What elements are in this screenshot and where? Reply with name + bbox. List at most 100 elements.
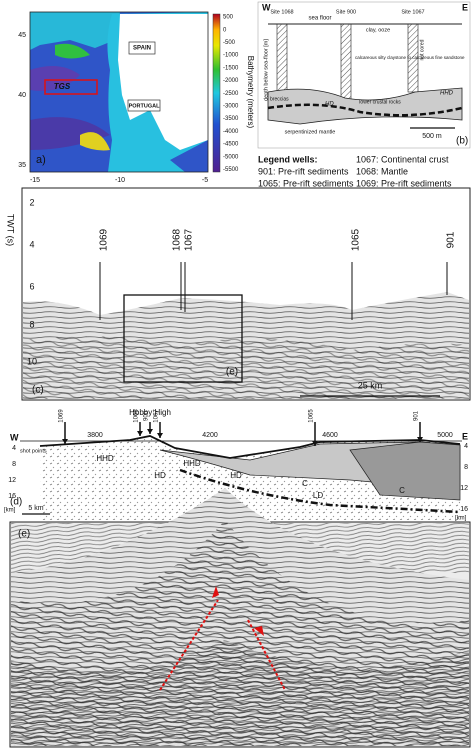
legend-item: 1068: Mantle bbox=[356, 166, 408, 176]
sea-floor-label: sea floor bbox=[308, 16, 331, 22]
fault-arrow bbox=[212, 586, 219, 598]
layer-label: C bbox=[302, 479, 308, 488]
map-tgs-box bbox=[44, 79, 98, 95]
lat-tick-label: 40 bbox=[18, 92, 26, 99]
crust-block bbox=[349, 441, 461, 501]
depth-unit: [km] bbox=[4, 508, 16, 514]
well-label: 901 bbox=[446, 231, 457, 248]
scale-label: 5 km bbox=[28, 505, 43, 512]
x-tick-label: 5000 bbox=[437, 432, 453, 439]
panel-label: (e) bbox=[18, 529, 30, 540]
map-abyss bbox=[30, 117, 110, 150]
detachment bbox=[179, 468, 461, 514]
depth-tick-label: 16 bbox=[460, 506, 468, 513]
well-label: 1068 bbox=[134, 409, 140, 423]
site-label: Site 1067 bbox=[401, 9, 424, 15]
place-label: PORTUGAL bbox=[129, 103, 161, 109]
detachment bbox=[267, 103, 463, 117]
scale-label: 500 m bbox=[422, 133, 442, 140]
unit-label: calcareous silty claystone to calcareous… bbox=[355, 55, 465, 60]
unit-label: clay, ooze bbox=[366, 27, 390, 33]
well-arrow-head bbox=[417, 437, 423, 442]
colorbar-tick-label: 500 bbox=[223, 15, 234, 21]
lon-tick-label: -5 bbox=[202, 177, 208, 184]
place-label: TGS bbox=[54, 82, 71, 91]
well-label: 1069 bbox=[99, 228, 110, 251]
colorbar-tick-label: -1000 bbox=[223, 53, 239, 59]
colorbar-tick-label: -5500 bbox=[223, 167, 239, 173]
layer-label: HHD bbox=[440, 91, 454, 97]
panel-label: a) bbox=[36, 154, 46, 166]
map-label-box bbox=[127, 99, 161, 112]
colorbar-label: Bathymetry (meters) bbox=[246, 56, 255, 129]
depth-tick-label: 4 bbox=[464, 443, 468, 450]
direction-label: E bbox=[462, 431, 468, 441]
x-tick-label: 4200 bbox=[202, 432, 218, 439]
depth-tick-label: 4 bbox=[12, 445, 16, 452]
lat-tick-label: 35 bbox=[18, 162, 26, 169]
map-bank bbox=[55, 43, 90, 59]
map-frame bbox=[29, 11, 209, 173]
depth-tick-label: 12 bbox=[8, 477, 16, 484]
legend-item: 1067: Continental crust bbox=[356, 154, 449, 164]
seismic-deep bbox=[23, 336, 469, 399]
y-tick-label: 8 bbox=[29, 319, 34, 329]
y-tick-label: 2 bbox=[29, 197, 34, 207]
map-label-box bbox=[128, 41, 156, 55]
inset-label: (e) bbox=[226, 367, 238, 378]
lon-tick-label: -15 bbox=[30, 177, 40, 184]
fault-trace bbox=[247, 619, 286, 691]
legend-item: 1065: Pre-rift sediments bbox=[258, 178, 354, 188]
layer-label: LD bbox=[313, 491, 323, 500]
well-arrow-head bbox=[312, 441, 318, 446]
legend-item: 1069: Pre-rift sediments bbox=[356, 178, 452, 188]
colorbar-tick-label: -4000 bbox=[223, 129, 239, 135]
well-label: 1065 bbox=[309, 409, 315, 423]
site-column bbox=[407, 23, 419, 93]
panel-label: (c) bbox=[32, 385, 44, 396]
unit-label: serpentinized mantle bbox=[285, 129, 336, 135]
colorbar-tick-label: -1500 bbox=[223, 65, 239, 71]
depth-unit: [km] bbox=[455, 516, 467, 522]
colorbar-tick-label: -2500 bbox=[223, 91, 239, 97]
unit-label: not cored bbox=[419, 39, 425, 60]
panel-b-frame bbox=[257, 1, 471, 149]
layer-label: HHD bbox=[183, 459, 201, 468]
well-label: 900 bbox=[144, 410, 150, 421]
site-column bbox=[340, 23, 352, 105]
well-arrow-head bbox=[147, 429, 153, 434]
well-label: 1067 bbox=[154, 409, 160, 423]
fault-arrow bbox=[254, 626, 264, 636]
place-label: SPAIN bbox=[133, 46, 151, 52]
colorbar-tick-label: -3000 bbox=[223, 103, 239, 109]
well-label: 1068 bbox=[172, 228, 183, 251]
feature-label: Hobby High bbox=[129, 408, 171, 417]
legend-item: 901: Pre-rift sediments bbox=[258, 166, 349, 176]
well-arrow-head bbox=[137, 431, 143, 436]
well-label: 1067 bbox=[184, 228, 195, 251]
site-column bbox=[276, 23, 288, 95]
direction-label: E bbox=[462, 2, 468, 12]
layer-label: C bbox=[399, 486, 405, 495]
well-label: 1069 bbox=[59, 409, 65, 423]
y-tick-label: 6 bbox=[29, 281, 34, 291]
direction-label: W bbox=[262, 2, 271, 12]
lon-tick-label: -10 bbox=[115, 177, 125, 184]
axis-label: depth below sea-floor [m] bbox=[263, 39, 269, 101]
colorbar-tick-label: 0 bbox=[223, 27, 227, 33]
colorbar-tick-label: -4500 bbox=[223, 142, 239, 148]
map-abyss bbox=[30, 66, 80, 91]
direction-label: W bbox=[10, 432, 19, 442]
y-tick-label: 4 bbox=[29, 239, 34, 249]
panel-label: (b) bbox=[456, 136, 468, 147]
lat-tick-label: 45 bbox=[18, 32, 26, 39]
colorbar-tick-label: -3500 bbox=[223, 116, 239, 122]
layer-label: HHD bbox=[96, 454, 114, 463]
unit-label: lower crustal rocks bbox=[359, 99, 401, 105]
axis-label: TWT (s) bbox=[6, 214, 16, 246]
layer-label: HD bbox=[230, 471, 242, 480]
colorbar bbox=[212, 13, 221, 173]
map-shelf bbox=[30, 12, 120, 50]
unit-label: breccias bbox=[270, 96, 289, 102]
